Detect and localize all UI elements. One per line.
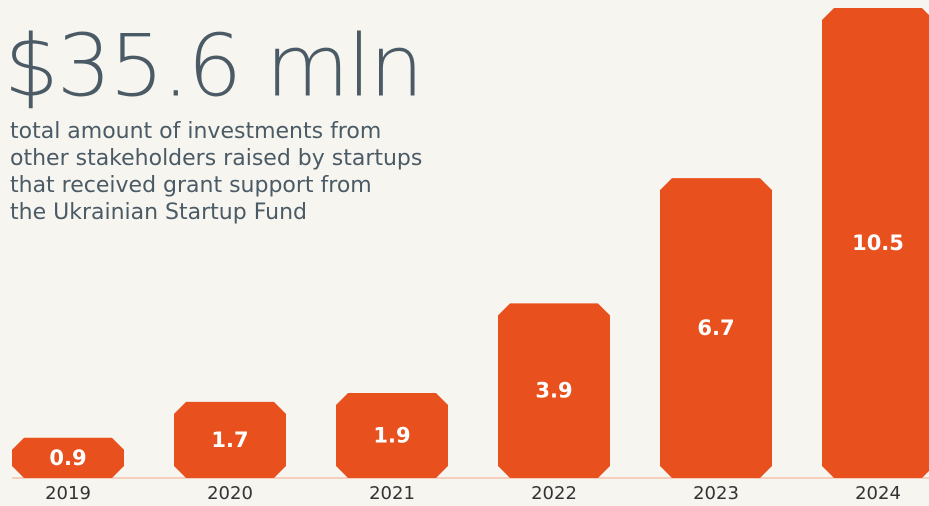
value-label: 6.7	[697, 316, 734, 340]
subtitle-line: that received grant support from	[10, 173, 372, 198]
subtitle-line: other stakeholders raised by startups	[10, 146, 422, 171]
value-label: 3.9	[535, 379, 572, 403]
bar	[822, 8, 929, 478]
bar	[336, 392, 448, 478]
bar	[12, 437, 124, 478]
x-tick-label: 2021	[369, 483, 415, 504]
x-tick-label: 2023	[693, 483, 739, 504]
chart-title: $35.6 mln	[4, 17, 422, 117]
x-tick-label: 2019	[45, 483, 91, 504]
subtitle-line: total amount of investments from	[10, 119, 381, 144]
bar	[660, 178, 772, 478]
value-label: 0.9	[49, 446, 86, 470]
x-tick-label: 2020	[207, 483, 253, 504]
subtitle-line: the Ukrainian Startup Fund	[10, 200, 307, 225]
value-label: 1.7	[211, 428, 248, 452]
value-label: 1.9	[373, 423, 410, 447]
bar	[498, 303, 610, 478]
x-tick-label: 2022	[531, 483, 577, 504]
value-label: 10.5	[852, 231, 904, 255]
bar	[174, 401, 286, 478]
x-tick-label: 2024	[855, 483, 901, 504]
